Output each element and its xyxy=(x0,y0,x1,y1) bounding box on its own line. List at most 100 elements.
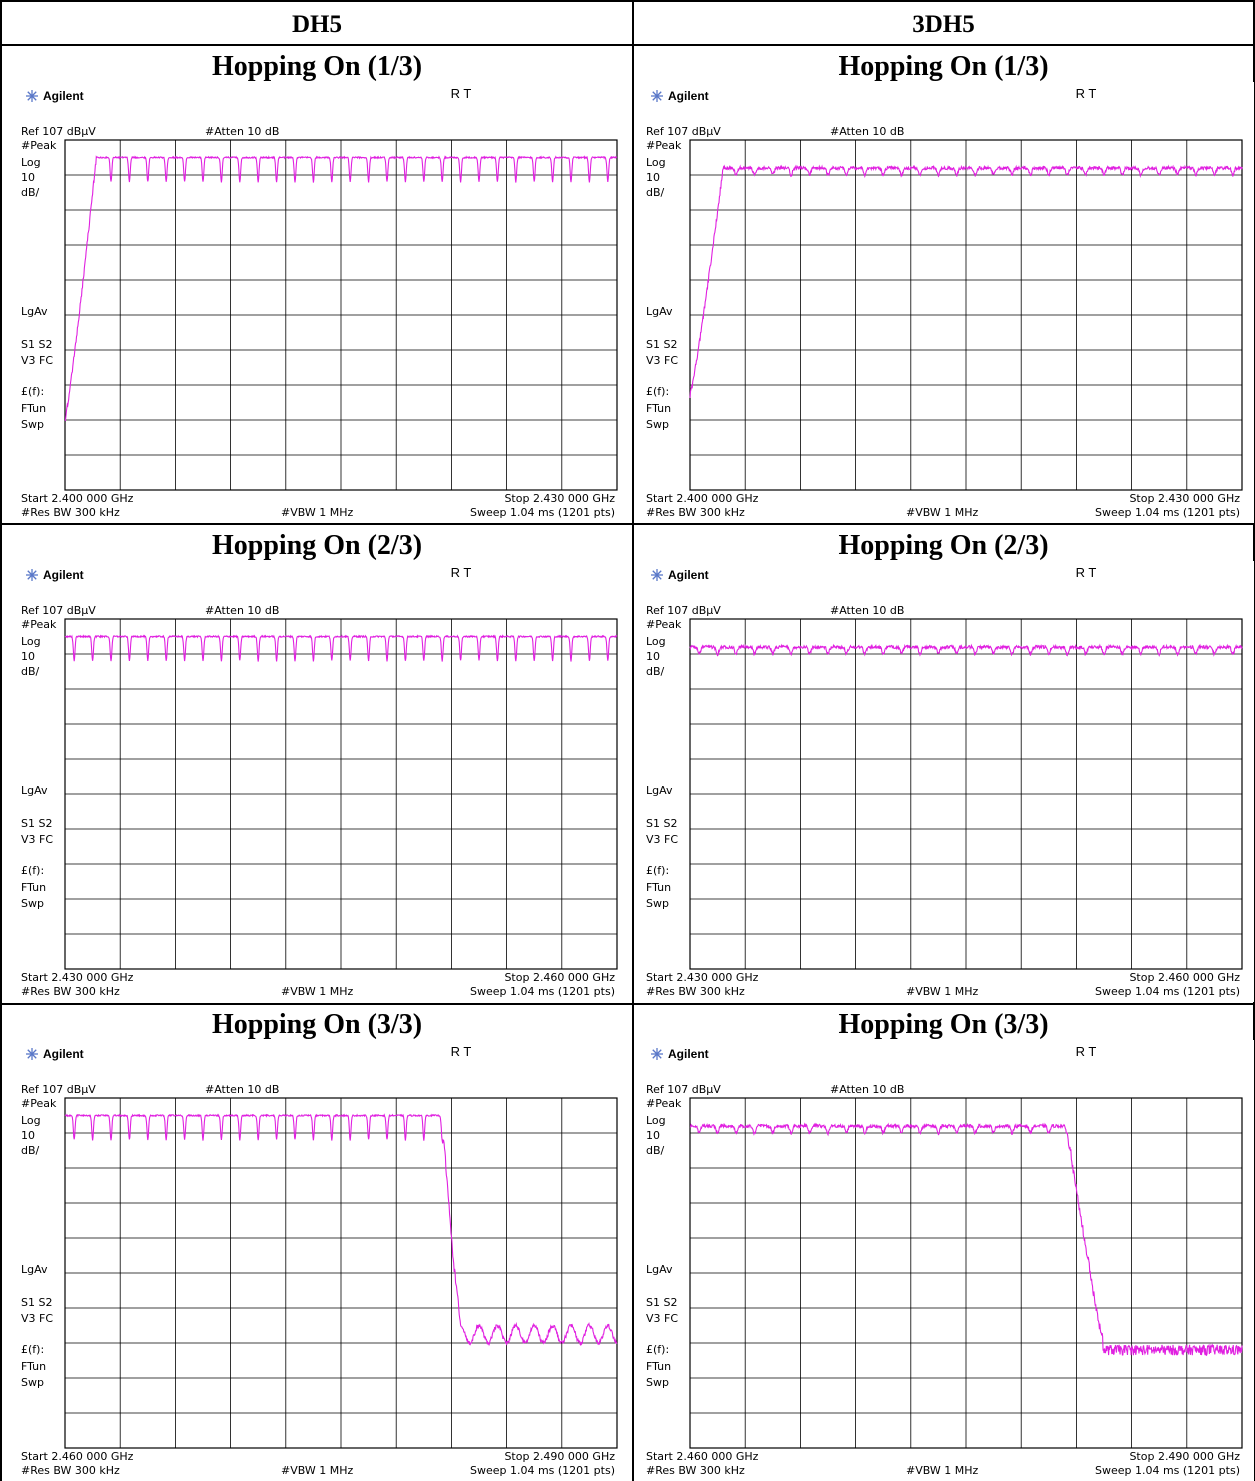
side-label: #Peak xyxy=(21,1097,57,1110)
spectrum-plot-3dh5-3: Agilent R T Ref 107 dBμV #Atten 10 dB #Peak L… xyxy=(634,1040,1254,1481)
table-rule-row3 xyxy=(0,1003,1255,1005)
side-label: £(f): xyxy=(646,1343,669,1356)
side-label: FTun xyxy=(646,1360,671,1373)
side-label: Swp xyxy=(21,897,44,910)
rt-indicator: R T xyxy=(1076,565,1097,580)
side-label: FTun xyxy=(646,402,671,415)
side-label: S1 S2 xyxy=(21,1296,52,1309)
trace-line xyxy=(689,164,1243,398)
side-label: S1 S2 xyxy=(646,338,677,351)
table-divider-middle xyxy=(632,0,634,1481)
vbw-label: #VBW 1 MHz xyxy=(281,506,354,519)
trace-line xyxy=(64,155,618,422)
side-label: 10 xyxy=(646,650,660,663)
agilent-logo-icon xyxy=(26,1048,38,1060)
side-label: £(f): xyxy=(21,385,44,398)
trace-line xyxy=(64,634,618,662)
atten-label: #Atten 10 dB xyxy=(830,1083,904,1096)
spectrum-svg: Agilent R T Ref 107 dBμV #Atten 10 dB #Peak L… xyxy=(646,565,1243,998)
atten-label: #Atten 10 dB xyxy=(205,125,279,138)
plot-border xyxy=(689,618,1243,970)
side-label: LgAv xyxy=(21,305,48,318)
brand-label: Agilent xyxy=(668,89,709,103)
side-label: V3 FC xyxy=(646,354,678,367)
start-freq-label: Start 2.430 000 GHz xyxy=(21,971,134,984)
side-label: #Peak xyxy=(646,618,682,631)
row-title-dh5-2: Hopping On (2/3) xyxy=(211,530,423,561)
column-header-dh5: DH5 xyxy=(292,11,342,38)
atten-label: #Atten 10 dB xyxy=(205,604,279,617)
ref-level-label: Ref 107 dBμV xyxy=(21,125,96,138)
sweep-label: Sweep 1.04 ms (1201 pts) xyxy=(470,1464,615,1477)
side-label: 10 xyxy=(21,650,35,663)
side-label: V3 FC xyxy=(646,1312,678,1325)
brand-label: Agilent xyxy=(43,1047,84,1061)
stop-freq-label: Stop 2.490 000 GHz xyxy=(1129,1450,1240,1463)
side-label: S1 S2 xyxy=(646,817,677,830)
sweep-label: Sweep 1.04 ms (1201 pts) xyxy=(1095,506,1240,519)
atten-label: #Atten 10 dB xyxy=(830,125,904,138)
brand-label: Agilent xyxy=(668,568,709,582)
spectrum-plot-3dh5-2: Agilent R T Ref 107 dBμV #Atten 10 dB #Peak L… xyxy=(634,561,1254,1002)
side-label: Swp xyxy=(646,418,669,431)
res-bw-label: #Res BW 300 kHz xyxy=(21,1464,120,1477)
spectrum-plot-dh5-2: Agilent R T Ref 107 dBμV #Atten 10 dB #Peak L… xyxy=(9,561,629,1002)
vbw-label: #VBW 1 MHz xyxy=(906,1464,979,1477)
spectrum-svg: Agilent R T Ref 107 dBμV #Atten 10 dB #Peak L… xyxy=(21,565,618,998)
side-label: Log xyxy=(646,1114,666,1127)
row-title-3dh5-1: Hopping On (1/3) xyxy=(838,51,1049,82)
row-title-3dh5-2: Hopping On (2/3) xyxy=(838,530,1049,561)
ref-level-label: Ref 107 dBμV xyxy=(21,1083,96,1096)
rt-indicator: R T xyxy=(451,1044,472,1059)
agilent-logo-icon xyxy=(26,569,38,581)
plot-border xyxy=(64,1097,618,1449)
side-label: £(f): xyxy=(21,864,44,877)
side-label: V3 FC xyxy=(21,833,53,846)
agilent-logo-icon xyxy=(651,569,663,581)
atten-label: #Atten 10 dB xyxy=(830,604,904,617)
side-label: Log xyxy=(646,635,666,648)
table-border-right xyxy=(1253,0,1255,1481)
sweep-label: Sweep 1.04 ms (1201 pts) xyxy=(1095,1464,1240,1477)
trace-line xyxy=(64,1113,618,1347)
plot-border xyxy=(689,1097,1243,1449)
side-label: V3 FC xyxy=(21,354,53,367)
side-label: dB/ xyxy=(21,665,40,678)
stop-freq-label: Stop 2.430 000 GHz xyxy=(1129,492,1240,505)
side-label: dB/ xyxy=(646,665,665,678)
side-label: dB/ xyxy=(21,1144,40,1157)
stop-freq-label: Stop 2.490 000 GHz xyxy=(504,1450,615,1463)
side-label: Swp xyxy=(21,1376,44,1389)
side-label: £(f): xyxy=(21,1343,44,1356)
spectrum-svg: Agilent R T Ref 107 dBμV #Atten 10 dB #Peak L… xyxy=(21,86,618,519)
row-title-dh5-1: Hopping On (1/3) xyxy=(211,51,423,82)
side-label: FTun xyxy=(21,402,46,415)
brand-label: Agilent xyxy=(668,1047,709,1061)
sweep-label: Sweep 1.04 ms (1201 pts) xyxy=(470,506,615,519)
side-label: FTun xyxy=(21,881,46,894)
ref-level-label: Ref 107 dBμV xyxy=(646,125,721,138)
ref-level-label: Ref 107 dBμV xyxy=(21,604,96,617)
start-freq-label: Start 2.460 000 GHz xyxy=(646,1450,759,1463)
side-label: 10 xyxy=(646,1129,660,1142)
side-label: Swp xyxy=(646,1376,669,1389)
spectrum-svg: Agilent R T Ref 107 dBμV #Atten 10 dB #Peak L… xyxy=(21,1044,618,1477)
side-label: FTun xyxy=(646,881,671,894)
stop-freq-label: Stop 2.460 000 GHz xyxy=(504,971,615,984)
vbw-label: #VBW 1 MHz xyxy=(281,1464,354,1477)
rt-indicator: R T xyxy=(1076,86,1097,101)
side-label: S1 S2 xyxy=(21,338,52,351)
side-label: Log xyxy=(21,635,41,648)
side-label: #Peak xyxy=(646,1097,682,1110)
side-label: #Peak xyxy=(21,618,57,631)
side-label: 10 xyxy=(646,171,660,184)
row-title-dh5-3: Hopping On (3/3) xyxy=(211,1009,423,1040)
res-bw-label: #Res BW 300 kHz xyxy=(21,985,120,998)
res-bw-label: #Res BW 300 kHz xyxy=(646,1464,745,1477)
side-label: #Peak xyxy=(21,139,57,152)
agilent-logo-icon xyxy=(26,90,38,102)
side-label: 10 xyxy=(21,171,35,184)
side-label: £(f): xyxy=(646,864,669,877)
side-label: LgAv xyxy=(646,1263,673,1276)
sweep-label: Sweep 1.04 ms (1201 pts) xyxy=(470,985,615,998)
